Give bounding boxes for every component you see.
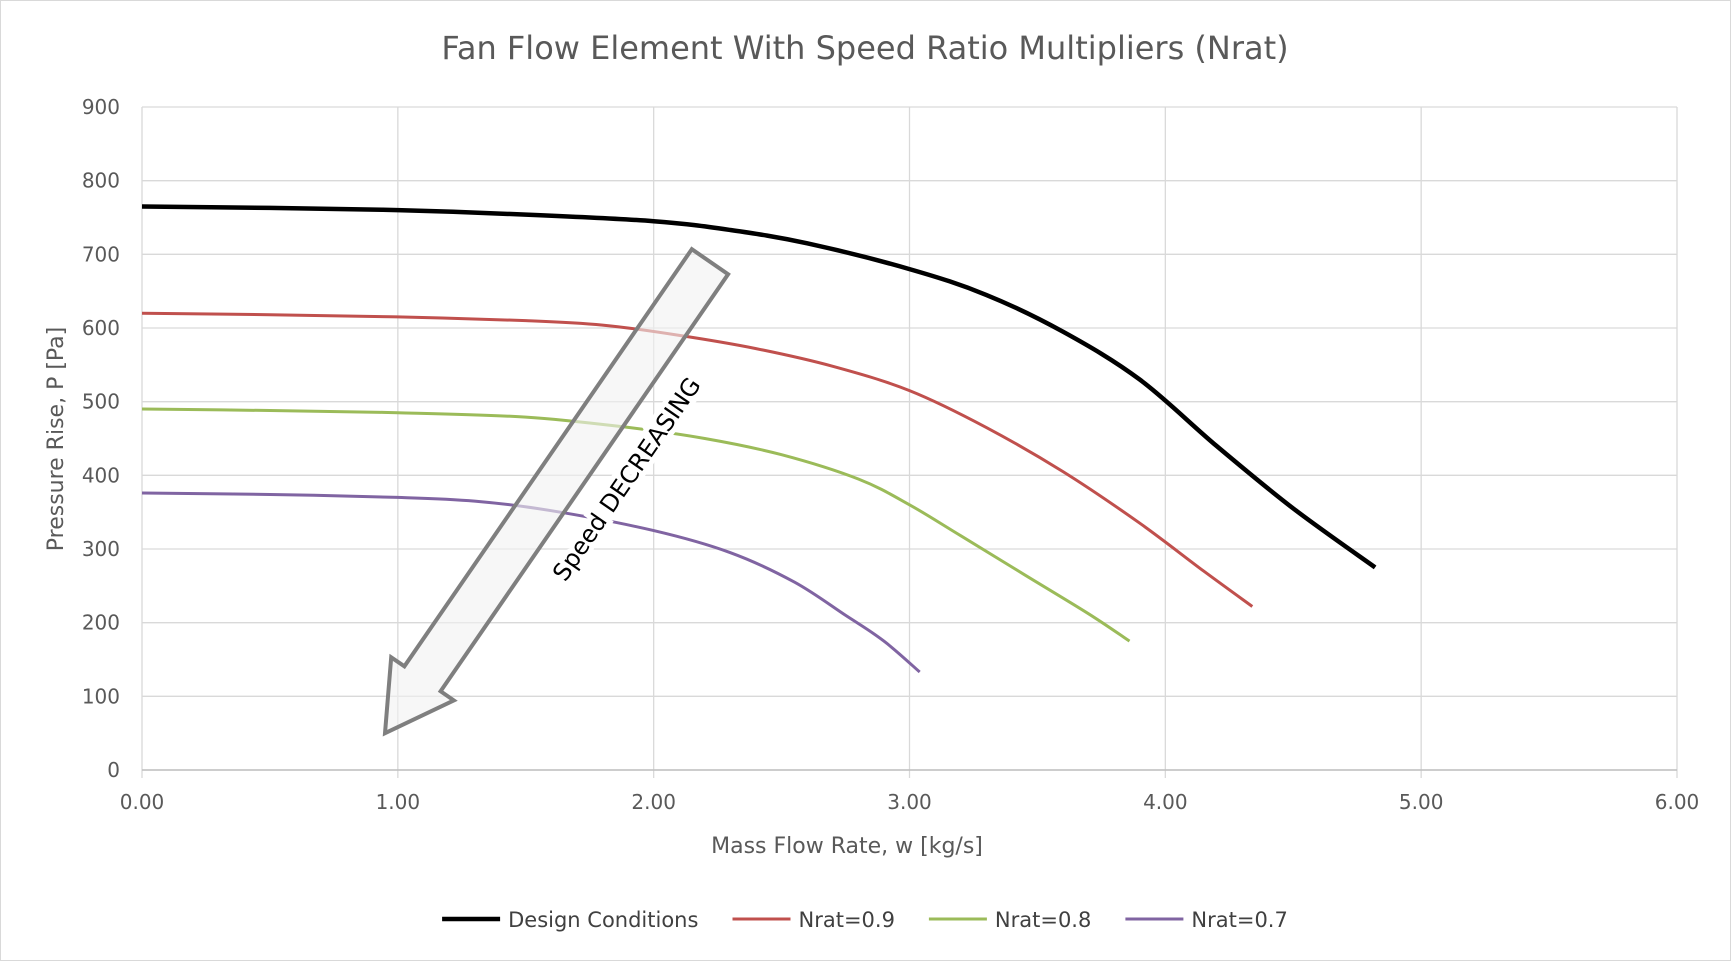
series-lines <box>141 204 1377 674</box>
y-axis-title: Pressure Rise, P [Pa] <box>44 327 69 552</box>
gridlines <box>141 106 1678 778</box>
y-tick-label: 200 <box>82 611 120 635</box>
x-axis-title: Mass Flow Rate, w [kg/s] <box>711 834 983 859</box>
legend-label: Nrat=0.8 <box>995 908 1091 932</box>
series-line-nrat-0-8 <box>141 407 1131 643</box>
speed-decreasing-arrow <box>382 246 731 737</box>
y-tick-label: 400 <box>82 463 120 487</box>
legend: Design Conditions Nrat=0.9 Nrat=0.8 Nrat=0.… <box>442 908 1288 932</box>
y-tick-label: 0 <box>107 758 120 782</box>
x-tick-label: 0.00 <box>120 790 165 814</box>
y-tick-label: 800 <box>82 169 120 193</box>
x-tick-label: 1.00 <box>376 790 421 814</box>
legend-label: Nrat=0.7 <box>1191 908 1287 932</box>
axes: 0 100 200 300 400 500 600 700 800 900 0.00 1.00 2.00… <box>82 95 1699 814</box>
series-line-nrat-0-9 <box>141 311 1254 608</box>
y-tick-label: 500 <box>82 390 120 414</box>
x-tick-label: 3.00 <box>887 790 932 814</box>
legend-item-design-conditions: Design Conditions <box>442 908 698 932</box>
series-line-design-conditions <box>141 204 1377 570</box>
legend-item-nrat-0-8: Nrat=0.8 <box>928 908 1091 932</box>
legend-item-nrat-0-9: Nrat=0.9 <box>732 908 895 932</box>
y-tick-label: 900 <box>82 95 120 119</box>
y-tick-label: 700 <box>82 242 120 266</box>
legend-label: Nrat=0.9 <box>799 908 895 932</box>
legend-label: Design Conditions <box>508 908 698 932</box>
x-tick-label: 4.00 <box>1143 790 1188 814</box>
chart-title: Fan Flow Element With Speed Ratio Multip… <box>441 29 1288 67</box>
y-tick-label: 100 <box>82 684 120 708</box>
x-tick-label: 6.00 <box>1655 790 1700 814</box>
y-tick-label: 300 <box>82 537 120 561</box>
x-tick-label: 5.00 <box>1399 790 1444 814</box>
legend-item-nrat-0-7: Nrat=0.7 <box>1125 908 1288 932</box>
x-tick-label: 2.00 <box>631 790 676 814</box>
y-tick-label: 600 <box>82 316 120 340</box>
series-line-nrat-0-7 <box>141 491 921 674</box>
